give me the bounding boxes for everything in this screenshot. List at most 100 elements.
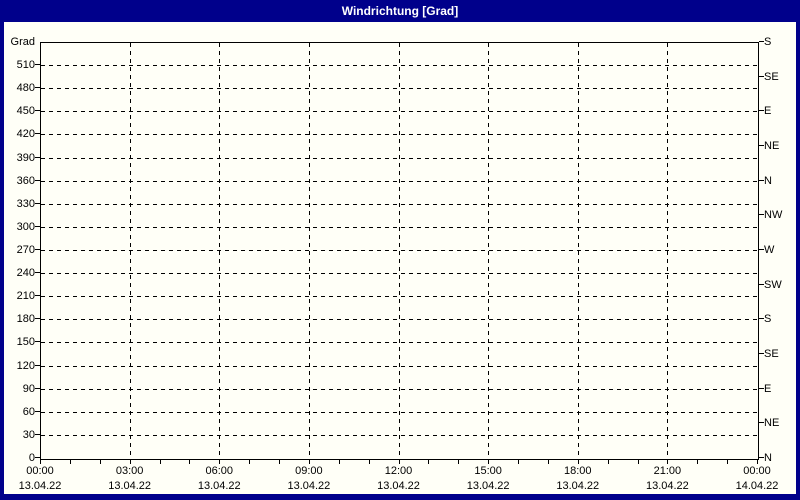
y-axis-tick-right (759, 110, 764, 112)
x-axis-date-label: 13.04.22 (108, 480, 152, 492)
x-axis-tick (727, 460, 729, 464)
gridline-horizontal (41, 134, 758, 136)
y-axis-label-left: 420 (16, 128, 35, 141)
chart-title: Windrichtung [Grad] (341, 4, 459, 18)
x-axis-tick (757, 460, 758, 464)
y-axis-label-left: 330 (16, 197, 35, 210)
x-axis-tick (577, 460, 579, 464)
x-axis-date-label: 13.04.22 (18, 480, 62, 492)
y-axis-label-right: E (764, 105, 772, 118)
y-axis-label-right: NE (764, 140, 780, 152)
y-axis-label-right: N (764, 174, 772, 187)
gridline-vertical (308, 43, 310, 459)
y-axis-tick-right (759, 179, 764, 181)
y-axis-label-right: N (764, 452, 772, 464)
x-axis-tick (99, 460, 101, 464)
y-axis-tick-right (759, 75, 764, 77)
x-axis-tick (368, 460, 370, 464)
x-axis-time-label: 06:00 (205, 465, 234, 477)
y-axis-label-left: 510 (16, 59, 35, 72)
x-axis-time-label: 00:00 (26, 465, 54, 477)
y-axis-tick-right (759, 422, 764, 424)
y-axis-label-left: 180 (16, 313, 35, 326)
gridline-vertical (577, 43, 579, 459)
y-axis-label-left: 30 (22, 428, 35, 441)
x-axis-tick (308, 460, 310, 464)
y-axis-label-left: 60 (22, 405, 35, 418)
y-axis-label-left: 300 (16, 220, 35, 233)
x-axis-tick (637, 460, 639, 464)
gridline-horizontal (41, 365, 758, 367)
y-axis-label-left: Grad (10, 36, 35, 48)
x-axis-tick (159, 460, 161, 464)
y-axis-label-left: 150 (16, 336, 35, 349)
y-axis-tick-right (759, 318, 764, 320)
gridline-horizontal (41, 342, 758, 344)
x-axis-tick (398, 460, 400, 464)
y-axis-tick-right (759, 353, 764, 354)
y-axis-label-left: 240 (16, 267, 35, 280)
x-axis-tick (279, 460, 280, 464)
x-axis-tick (189, 460, 191, 464)
x-axis-time-label: 15:00 (474, 465, 502, 477)
gridline-horizontal (41, 157, 758, 159)
x-axis-tick (219, 460, 221, 464)
plot-area (40, 42, 759, 460)
y-axis-label-left: 480 (16, 82, 35, 95)
y-axis-label-left: 90 (22, 382, 35, 395)
y-axis-label-left: 390 (16, 151, 35, 164)
y-axis-tick-right (759, 457, 764, 458)
x-axis-tick (697, 460, 699, 464)
gridline-vertical (667, 43, 669, 459)
gridline-vertical (129, 43, 131, 459)
y-axis-tick-left (35, 249, 40, 250)
y-axis-tick-right (759, 249, 764, 250)
gridline-horizontal (41, 296, 758, 298)
x-axis-tick (607, 460, 609, 464)
y-axis-tick-left (35, 110, 40, 112)
y-axis-tick-left (35, 457, 40, 458)
y-axis-tick-left (35, 364, 40, 366)
gridline-horizontal (41, 226, 758, 228)
x-axis-tick (40, 460, 41, 464)
y-axis-label-left: 270 (16, 244, 35, 256)
y-axis-tick-left (35, 179, 40, 181)
x-axis-date-label: 13.04.22 (466, 480, 510, 492)
y-axis-label-right: NE (764, 417, 780, 430)
y-axis-tick-left (35, 87, 40, 89)
y-axis-label-right: SW (764, 278, 782, 291)
y-axis-label-right: NW (764, 209, 783, 222)
y-axis-label-left: 360 (16, 174, 35, 187)
x-axis-date-label: 13.04.22 (556, 480, 600, 492)
x-axis-time-label: 09:00 (295, 465, 323, 477)
x-axis-time-label: 12:00 (384, 465, 413, 477)
y-axis-label-left: 450 (16, 105, 35, 118)
y-axis-tick-left (35, 64, 40, 66)
gridline-vertical (219, 43, 221, 459)
y-axis-label-right: SE (764, 348, 779, 360)
gridline-horizontal (41, 203, 758, 205)
title-bar: Windrichtung [Grad] (0, 0, 800, 22)
y-axis-label-right: W (764, 244, 775, 256)
gridline-vertical (488, 43, 490, 459)
gridline-horizontal (41, 65, 758, 67)
y-axis-label-right: SE (764, 70, 779, 83)
x-axis-tick (249, 460, 251, 464)
x-axis-date-label: 13.04.22 (197, 480, 241, 492)
gridline-horizontal (41, 434, 758, 436)
y-axis-tick-left (35, 341, 40, 343)
chart-content: Grad 510 480 450 420 390 360 330 300 270 240 210 180… (4, 22, 796, 494)
x-axis-time-label: 21:00 (653, 465, 682, 477)
x-axis-tick (428, 460, 430, 464)
y-axis-tick-left (35, 156, 40, 158)
y-axis-tick-left (35, 433, 40, 435)
gridline-horizontal (41, 411, 758, 413)
y-axis-tick-right (759, 145, 764, 146)
x-axis-tick (338, 460, 340, 464)
x-axis-date-label: 13.04.22 (377, 480, 420, 492)
y-axis-label-left: 0 (28, 452, 35, 464)
y-axis-label-left: 210 (16, 290, 35, 303)
y-axis-label-left: 120 (16, 359, 35, 372)
gridline-horizontal (41, 388, 758, 390)
